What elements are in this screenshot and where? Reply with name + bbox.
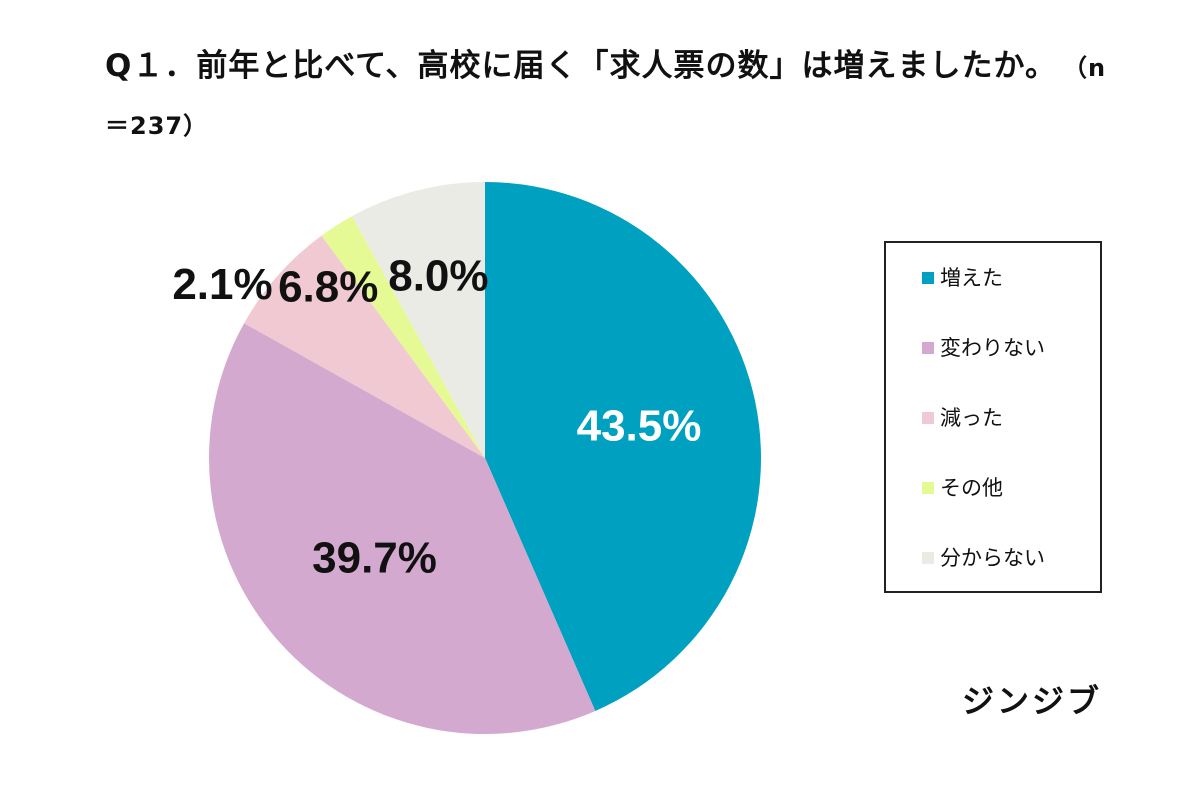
slice-unknown <box>352 182 485 458</box>
legend-item-increased: 増えた <box>886 265 1100 335</box>
legend-swatch <box>922 482 934 494</box>
chart-title: Q１．前年と比べて、高校に届く「求人票の数」は増えましたか。 （n＝237） <box>105 38 1115 154</box>
legend-label: 分からない <box>940 546 1045 570</box>
slice-unchanged-label: 39.7% <box>312 534 437 583</box>
legend-swatch <box>922 552 934 564</box>
legend-label: 増えた <box>940 266 1003 290</box>
legend-item-other: その他 <box>886 475 1100 545</box>
legend-label: その他 <box>940 476 1003 500</box>
brand-logo-text: ジンジブ <box>962 682 1103 720</box>
legend-swatch <box>922 342 934 354</box>
legend: 増えた 変わりない 減った その他 分からない <box>884 241 1102 593</box>
pie-labels: 43.5% 39.7% 6.8%2.1% 8.0% <box>172 252 701 583</box>
slice-increased <box>485 182 762 712</box>
slice-unchanged <box>208 323 596 734</box>
legend-label: 減った <box>940 406 1003 430</box>
slice-other-label: 2.1% <box>172 260 272 309</box>
slice-other <box>321 216 485 458</box>
chart-title-text: Q１．前年と比べて、高校に届く「求人票の数」は増えましたか。 <box>105 48 1057 84</box>
legend-swatch <box>922 272 934 284</box>
slice-decreased-label: 6.8% <box>278 263 378 312</box>
legend-swatch <box>922 412 934 424</box>
sample-size: （n＝237） <box>105 54 1107 140</box>
legend-item-unknown: 分からない <box>886 545 1100 615</box>
slice-unknown-label: 8.0% <box>388 252 488 301</box>
legend-label: 変わりない <box>940 336 1045 360</box>
legend-item-decreased: 減った <box>886 405 1100 475</box>
slice-decreased <box>244 235 485 458</box>
pie-slices <box>208 182 762 734</box>
legend-item-unchanged: 変わりない <box>886 335 1100 405</box>
slice-increased-label: 43.5% <box>577 401 702 450</box>
